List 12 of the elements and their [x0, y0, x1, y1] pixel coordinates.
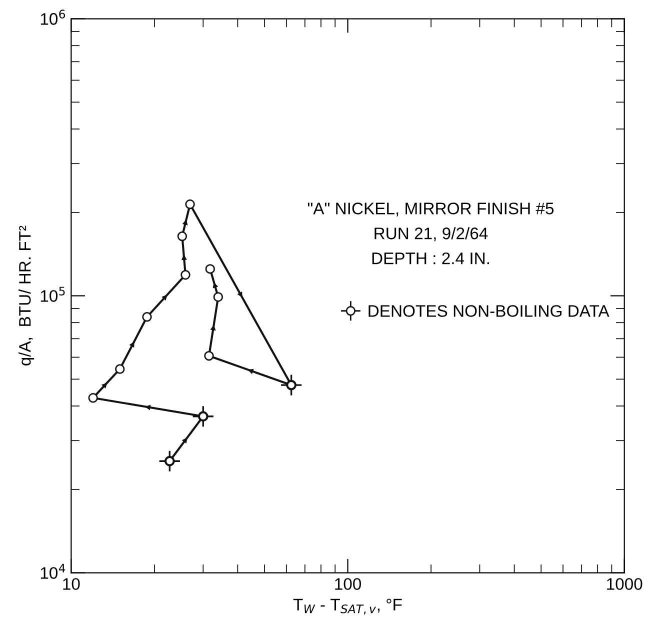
- x-tick-label: 1000: [607, 578, 642, 590]
- x-tick-label: 10: [63, 578, 80, 590]
- x-axis-title: T$_{W}$ - T$_{SAT,v}$, °F: [293, 598, 402, 614]
- x-tick-label: 100: [335, 578, 362, 590]
- annotation: "A" NICKEL, MIRROR FINISH #5: [308, 202, 554, 216]
- y-tick-label: 10$^{5}$: [40, 286, 65, 302]
- y-tick-label: 10$^{4}$: [40, 564, 66, 579]
- y-axis-title: q/A, BTU/ HR. FT²: [18, 226, 34, 366]
- annotation: DEPTH : 2.4 IN.: [372, 252, 489, 264]
- annotation: RUN 21, 9/2/64: [374, 227, 488, 242]
- legend-label: DENOTES NON-BOILING DATA: [368, 305, 610, 317]
- y-tick-label: 10$^{6}$: [40, 10, 66, 25]
